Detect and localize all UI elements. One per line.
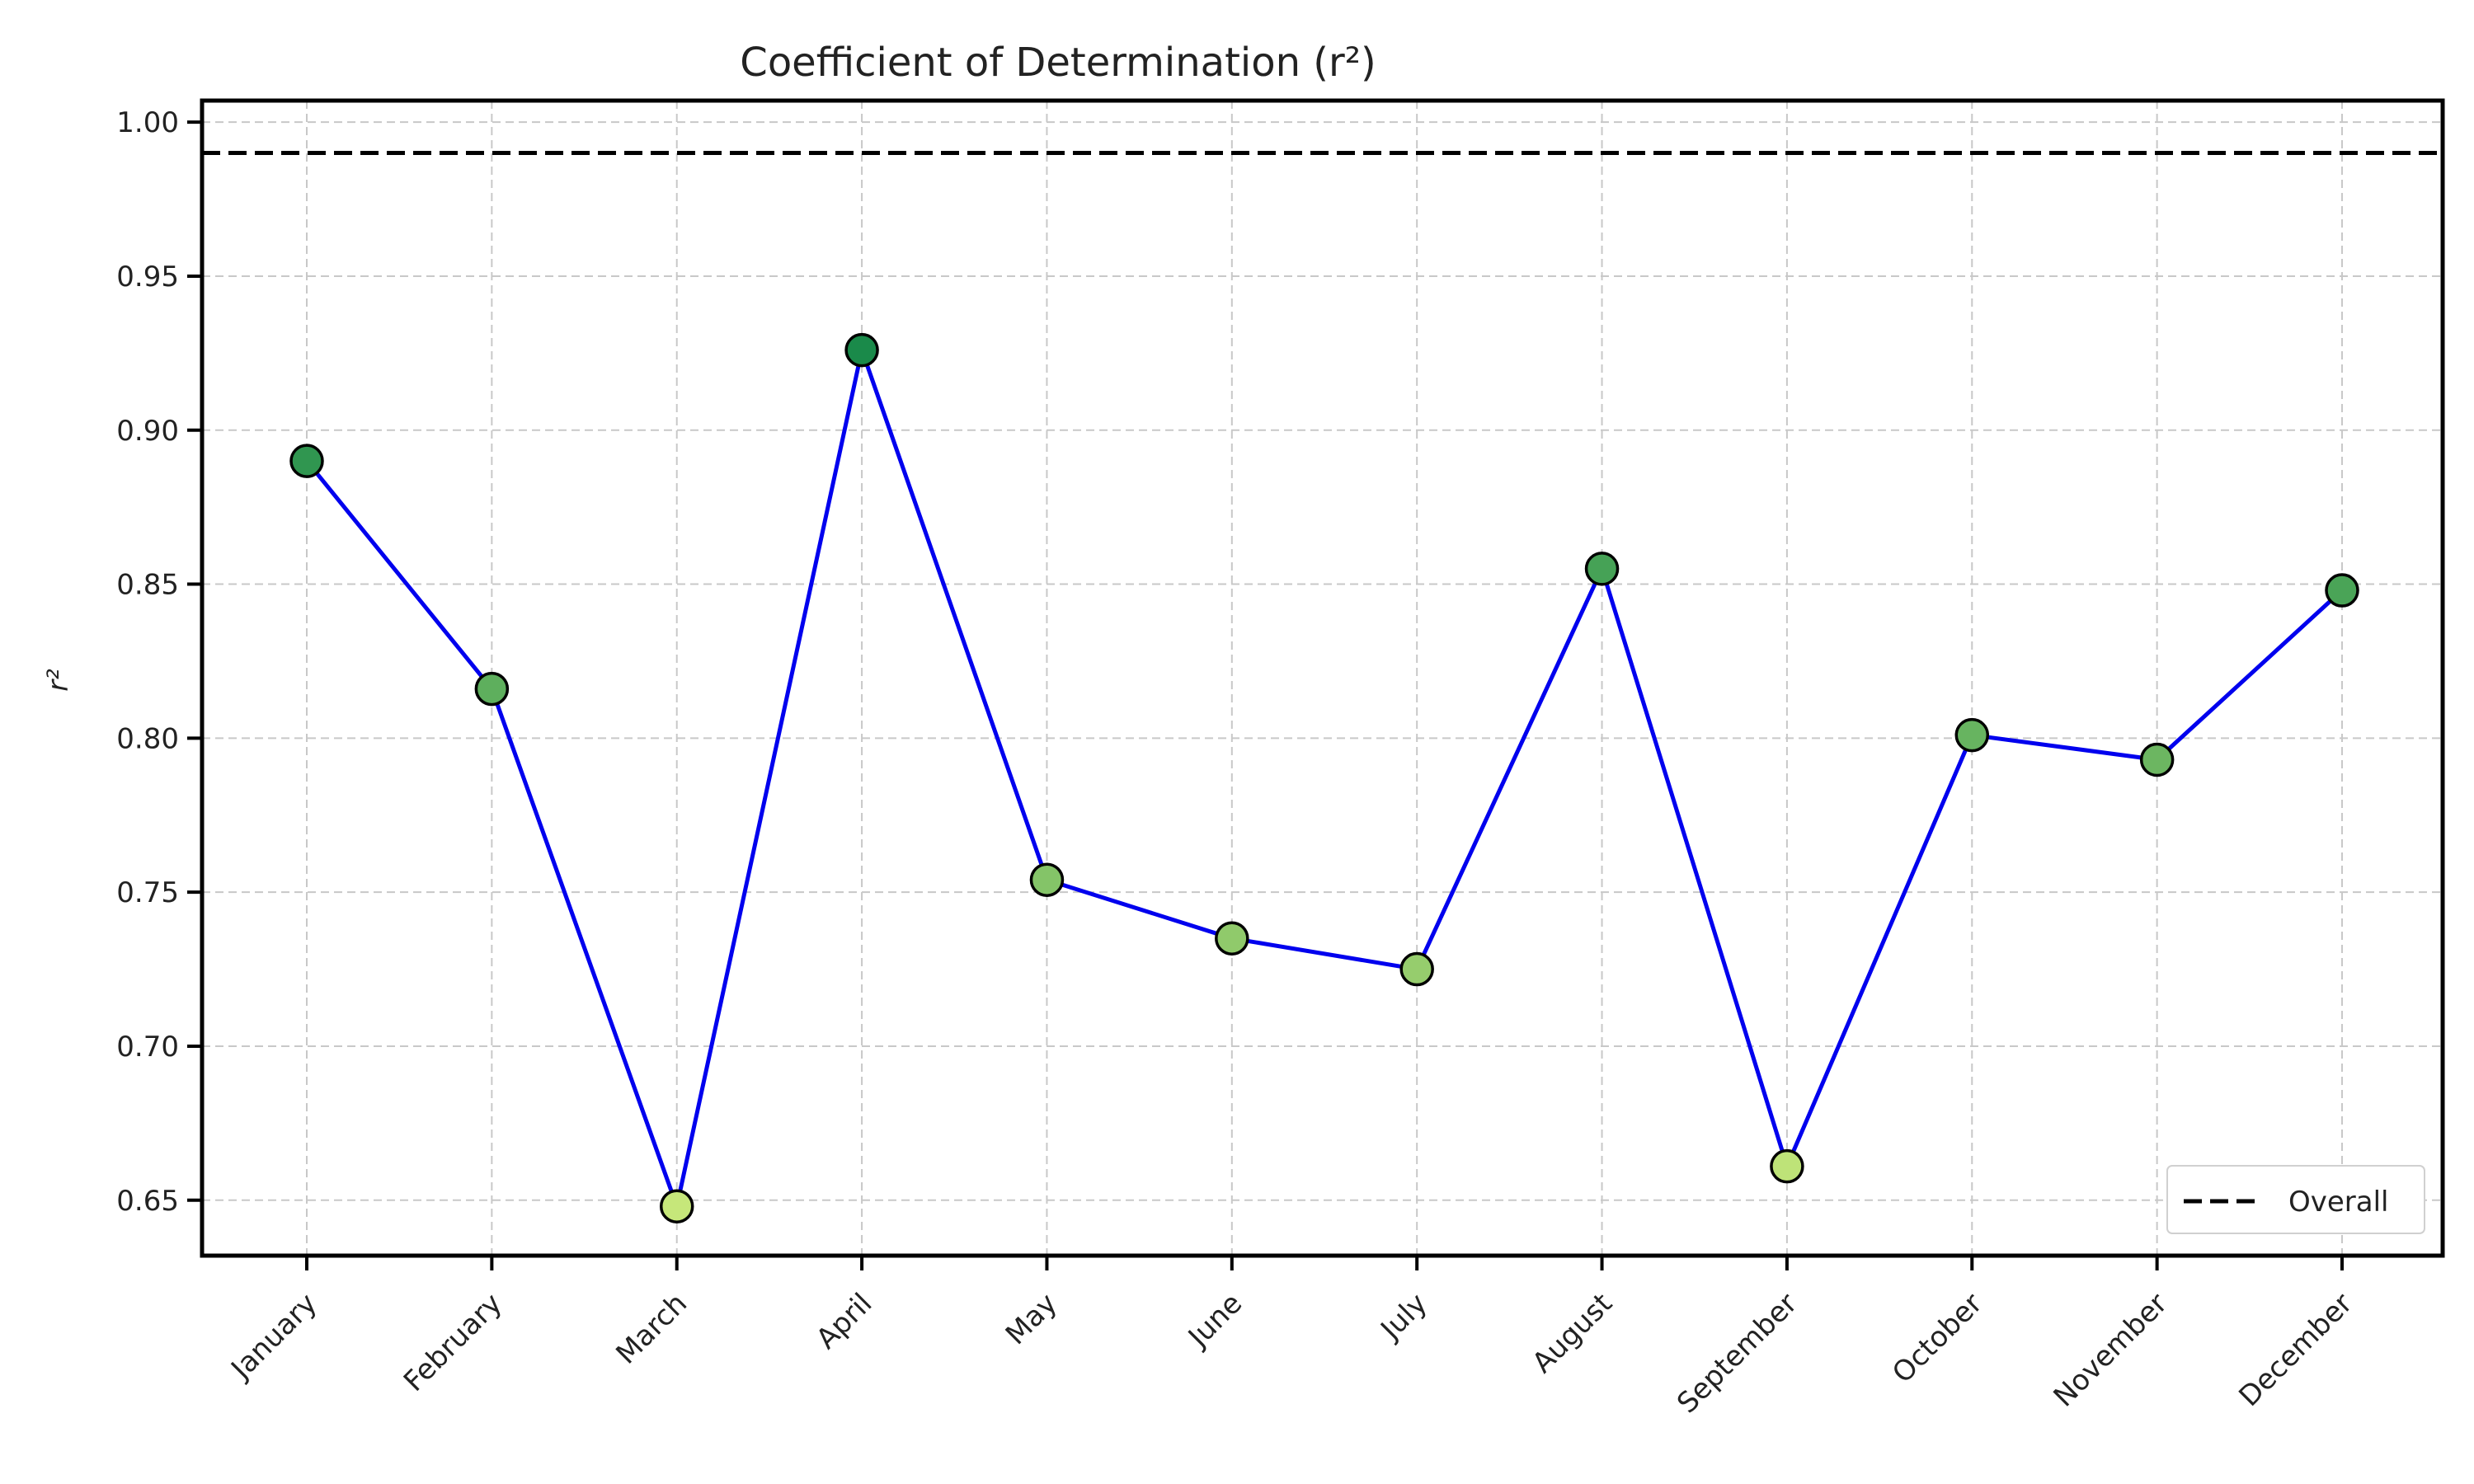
data-point	[1770, 1148, 1804, 1184]
data-point	[659, 1189, 694, 1223]
data-point	[1954, 717, 1990, 753]
data-point	[1029, 862, 1065, 897]
data-point	[289, 444, 324, 478]
data-point	[1399, 951, 1434, 987]
y-tick-label: 0.65	[116, 1185, 179, 1218]
data-point	[2139, 742, 2175, 777]
legend: Overall	[2166, 1165, 2425, 1234]
legend-label-overall: Overall	[2288, 1186, 2389, 1219]
y-axis: 0.65 0.70 0.75 0.80 0.85 0.90 0.95 1.00	[116, 106, 202, 1218]
series-line	[305, 348, 2344, 1209]
chart-title: Coefficient of Determination (r²)	[740, 40, 1376, 86]
data-point	[1584, 552, 1620, 586]
data-point	[2325, 573, 2359, 608]
y-tick-label: 0.70	[116, 1031, 179, 1064]
series-r2	[289, 332, 2359, 1223]
y-tick-label: 0.85	[116, 569, 179, 602]
data-point	[1215, 921, 1249, 956]
legend-box	[2166, 1165, 2425, 1234]
y-axis-label: r²	[42, 669, 75, 692]
y-tick-label: 0.80	[116, 722, 179, 755]
y-tick-label: 0.75	[116, 876, 179, 909]
plot-frame	[200, 98, 2445, 1258]
y-tick-label: 1.00	[116, 106, 179, 139]
x-gridlines	[306, 101, 2343, 1256]
data-point	[474, 671, 510, 707]
y-tick-label: 0.90	[116, 415, 179, 448]
y-gridlines	[202, 121, 2443, 1201]
data-point	[844, 332, 879, 368]
y-tick-label: 0.95	[116, 261, 179, 294]
